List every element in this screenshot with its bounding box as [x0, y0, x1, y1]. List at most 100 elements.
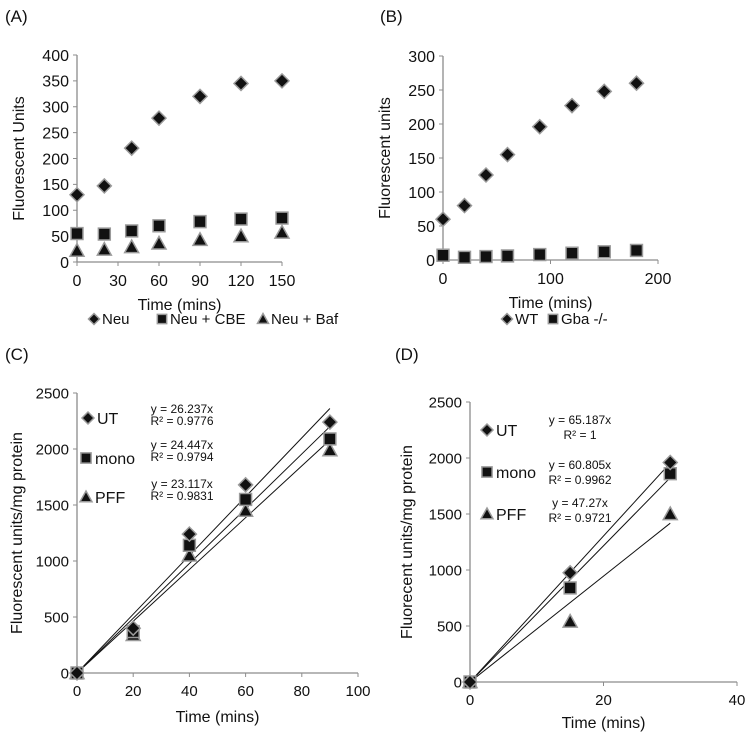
legend-marker-icon: [479, 422, 495, 438]
x-axis-title: Time (mins): [509, 295, 593, 312]
data-point-wt: [456, 197, 473, 214]
data-point-ut: [461, 673, 479, 691]
data-point-gba-: [597, 245, 611, 259]
data-point-neu-cbe: [152, 219, 166, 233]
y-tick-label: 100: [408, 185, 435, 202]
legend-marker-icon: [80, 410, 96, 426]
trendline-ut: [76, 408, 331, 674]
legend-marker-icon: [256, 311, 270, 325]
data-point-pff: [181, 546, 198, 562]
panel-label: (C): [5, 345, 29, 364]
x-tick-label: 20: [595, 692, 612, 709]
y-tick-label: 300: [408, 49, 435, 66]
data-point-pff: [321, 441, 339, 457]
panel-label: (A): [5, 7, 28, 26]
data-point-neu-cbe: [234, 212, 248, 226]
legend-label: UT: [496, 423, 518, 440]
legend-label: Neu + CBE: [170, 311, 245, 328]
data-point-neu-cbe: [70, 226, 84, 241]
y-tick-label: 250: [42, 125, 69, 142]
y-tick-label: 0: [454, 674, 462, 691]
y-tick-label: 1000: [429, 562, 462, 579]
trendline-r-squared: R² = 0.9962: [548, 473, 611, 487]
data-point-neu-cbe: [124, 224, 139, 238]
legend-marker-icon: [500, 312, 514, 326]
data-point-gba-: [500, 249, 515, 263]
data-point-wt: [531, 118, 548, 135]
data-point-ut: [181, 526, 198, 543]
x-axis-title: Time (mins): [562, 715, 646, 732]
legend-marker-icon: [481, 466, 493, 478]
legend-label: PFF: [95, 490, 125, 507]
data-point-wt: [477, 166, 495, 184]
y-tick-label: 100: [42, 203, 69, 220]
data-point-mono: [563, 581, 577, 595]
y-tick-label: 2500: [36, 385, 69, 402]
data-point-neu: [191, 88, 209, 105]
x-axis-title: Time (mins): [138, 297, 222, 314]
data-point-neu: [68, 186, 86, 203]
y-tick-label: 400: [42, 48, 69, 65]
panel-label: (D): [395, 345, 419, 364]
trendline-pff: [76, 439, 331, 674]
data-point-gba-: [436, 248, 450, 262]
data-point-gba-: [533, 247, 547, 262]
trendline-mono: [76, 426, 331, 674]
x-tick-label: 100: [537, 271, 564, 288]
data-point-wt: [628, 75, 645, 92]
legend-label: Neu: [102, 311, 130, 328]
legend-marker-icon: [78, 489, 94, 503]
legend-label: mono: [496, 465, 536, 482]
trendline-equation: y = 23.117x: [151, 477, 213, 491]
legend-marker-icon: [547, 313, 559, 325]
x-tick-label: 200: [645, 271, 672, 288]
x-tick-label: 0: [73, 683, 81, 700]
panel-a: (A) 0 50 100 150 200 250 300 350 400 0 30 60 90 120 150…: [5, 7, 339, 328]
data-point-ut: [68, 664, 86, 682]
x-tick-label: 20: [125, 683, 142, 700]
y-axis-title: Fluorecent units/mg protein: [399, 445, 416, 639]
legend-marker-icon: [80, 452, 92, 464]
y-tick-label: 500: [437, 618, 462, 635]
trendline-equation: y = 24.447x: [151, 438, 213, 452]
data-point-mono: [238, 492, 253, 507]
y-tick-label: 1500: [429, 506, 462, 523]
x-tick-label: 80: [293, 683, 310, 700]
y-tick-label: 50: [51, 229, 69, 246]
data-point-ut: [662, 454, 679, 471]
data-point-pff: [237, 502, 254, 517]
trendline-equation: y = 60.805x: [549, 458, 611, 472]
data-point-pff: [661, 505, 679, 521]
y-tick-label: 2000: [429, 450, 462, 467]
x-axis-title: Time (mins): [176, 709, 260, 726]
y-tick-label: 50: [417, 219, 435, 236]
legend-label: UT: [97, 411, 119, 428]
trendline-r-squared: R² = 0.9794: [150, 450, 213, 464]
y-tick-label: 0: [61, 665, 69, 682]
data-point-wt: [563, 97, 581, 114]
x-tick-label: 0: [73, 273, 82, 290]
x-tick-label: 0: [466, 692, 474, 709]
data-point-neu: [232, 75, 250, 92]
trendline-r-squared: R² = 0.9721: [548, 511, 611, 525]
data-point-mono: [323, 432, 337, 446]
data-point-neu: [273, 72, 291, 89]
legend-marker-icon: [87, 312, 101, 326]
x-tick-label: 120: [228, 273, 255, 290]
trendline-r-squared: R² = 0.9831: [150, 489, 213, 503]
data-point-wt: [434, 211, 452, 228]
data-point-ut: [125, 620, 142, 637]
data-point-gba-: [629, 243, 644, 258]
data-point-neu-baf: [273, 223, 291, 239]
y-tick-label: 2000: [36, 441, 69, 458]
data-point-pff: [561, 612, 579, 628]
legend-label: Gba -/-: [561, 311, 608, 328]
data-point-neu-baf: [150, 234, 168, 250]
panel-c: (C) 0 500 1000 1500 2000 2500 0 20 40 60 80 100 Time …: [5, 345, 371, 726]
x-tick-label: 30: [109, 273, 127, 290]
y-axis-title: Fluorescent Units: [11, 96, 28, 221]
trendline-pff: [469, 522, 671, 683]
legend-label: mono: [95, 451, 135, 468]
x-tick-label: 100: [345, 683, 370, 700]
